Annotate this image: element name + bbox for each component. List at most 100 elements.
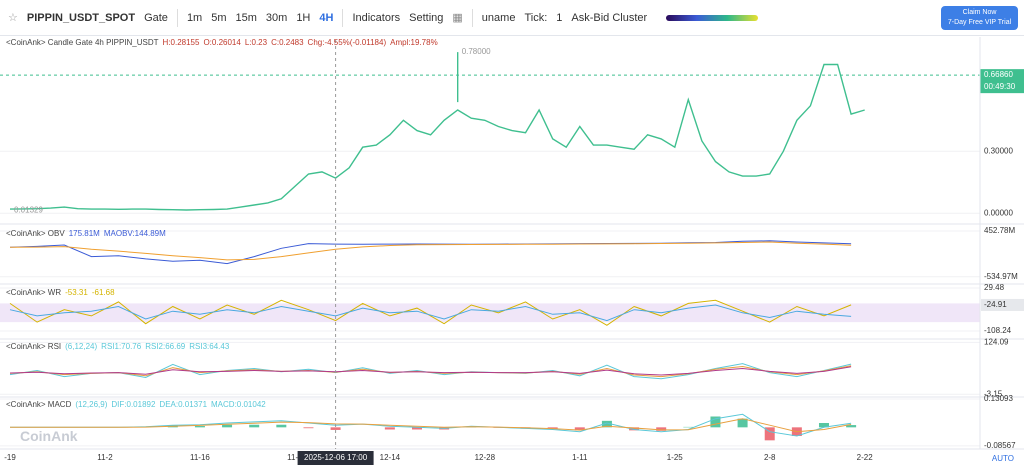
tick-value[interactable]: 1 (556, 11, 563, 24)
header: <CoinAnk> WR -53.31 -61.68 (6, 288, 119, 297)
y-tick-label: 29.48 (984, 283, 1005, 292)
y-tick-label: 0.30000 (984, 146, 1013, 155)
header-item: Chg:-4.55%(-0.01184) (307, 38, 387, 47)
toolbar: ☆ PIPPIN_USDT_SPOT Gate 1m 5m 15m 30m 1H… (0, 0, 1024, 36)
macd-bar (574, 427, 585, 431)
interval[interactable]: 4H (319, 11, 334, 24)
header-item: <CoinAnk> WR (6, 288, 62, 297)
x-tick-label: 12-14 (380, 453, 401, 462)
header-item: O:0.26014 (203, 38, 241, 47)
y-tick-label: -534.97M (984, 272, 1018, 281)
x-tick-label: 1-11 (572, 453, 588, 462)
macd-bar (629, 427, 640, 431)
macd-bar (411, 427, 422, 430)
series-line (9, 241, 852, 261)
x-tick-label: -19 (4, 453, 16, 462)
y-tick-label: -108.24 (984, 326, 1012, 335)
series-line (9, 63, 865, 211)
macd-bar (222, 424, 233, 428)
y-tick-label: -3.15 (984, 389, 1003, 398)
series-line (9, 365, 852, 378)
macd-bar (249, 424, 260, 428)
setting-button[interactable]: Setting (409, 11, 444, 24)
countdown: 00:49:30 (984, 82, 1016, 91)
x-tick-label: 12-28 (475, 453, 496, 462)
interval[interactable]: 1m (186, 11, 203, 24)
macd-bar (818, 423, 829, 428)
header-item: -61.68 (91, 288, 115, 297)
promo: 7-Day Free VIP Trial (947, 19, 1012, 26)
last-price-label: 0.66860 (984, 70, 1013, 79)
interval[interactable]: 30m (265, 11, 288, 24)
macd-bar (656, 427, 667, 431)
heat-gradient[interactable] (666, 14, 759, 21)
header-item: RSI1:70.76 (101, 342, 142, 351)
x-tick-label: 11-2 (97, 453, 113, 462)
star[interactable]: ☆ (8, 12, 18, 24)
x-tick-label: 2-8 (764, 453, 776, 462)
y-tick-label: 0.13093 (984, 394, 1013, 403)
header-item: DEA:0.01371 (159, 400, 208, 409)
header-item: 175.81M (68, 229, 100, 238)
series-line (9, 299, 852, 326)
header-item: -53.31 (65, 288, 88, 297)
series-line (9, 304, 852, 322)
macd-bar (737, 418, 748, 428)
macd-bar (330, 427, 341, 430)
indicators-button[interactable]: Indicators (352, 11, 401, 24)
header-item: MACD:0.01042 (211, 400, 266, 409)
x-tick-label: 11-3 (287, 453, 303, 462)
crosshair-tag (297, 451, 374, 465)
price-tag (980, 69, 1024, 94)
header-item: (6,12,24) (65, 342, 98, 351)
vip-badge[interactable]: Claim Now 7-Day Free VIP Trial (941, 6, 1018, 30)
y-tick-label: -0.08567 (984, 441, 1016, 450)
symbol[interactable]: PIPPIN_USDT_SPOT (26, 11, 136, 24)
header-item: <CoinAnk> RSI (6, 342, 62, 351)
interval[interactable]: 15m (235, 11, 257, 24)
exchange: Gate (144, 11, 168, 24)
header: <CoinAnk> RSI (6,12,24) RSI1:70.76 RSI2:66.… (6, 342, 233, 351)
series-line (9, 363, 852, 380)
macd-bar (601, 420, 612, 428)
user[interactable]: uname (481, 11, 516, 24)
interval[interactable]: 1H (296, 11, 311, 24)
macd-bar (710, 416, 721, 428)
header-item: H:0.28155 (162, 38, 200, 47)
header-item: <CoinAnk> Candle Gate 4h PIPPIN_USDT (6, 38, 159, 47)
macd-bar (194, 426, 205, 428)
header: <CoinAnk> OBV 175.81M MAOBV:144.89M (6, 229, 170, 238)
series-line (10, 418, 852, 433)
header-item: DIF:0.01892 (111, 400, 156, 409)
high-label: 0.78000 (462, 47, 491, 56)
y-tick-label: 124.09 (984, 338, 1009, 347)
watermark: CoinAnk (20, 428, 78, 444)
header-item: RSI2:66.69 (145, 342, 186, 351)
header-item: MAOBV:144.89M (103, 229, 166, 238)
macd-bar (384, 427, 395, 430)
y-tick-label: 452.78M (984, 226, 1015, 235)
layout-icon[interactable]: ▦ (452, 12, 463, 24)
series-line (10, 413, 852, 437)
macd-bar (846, 425, 857, 428)
interval[interactable]: 5m (211, 11, 227, 24)
tick-label: Tick: (524, 11, 548, 24)
macd-bar (276, 424, 287, 428)
macd-bar (764, 427, 775, 441)
header-item: RSI3:64.43 (189, 342, 230, 351)
header-item: Ampl:19.78% (390, 38, 438, 47)
current-label: -24.91 (984, 300, 1007, 309)
header-item: L:0.23 (244, 38, 268, 47)
x-tick-label: 11-16 (190, 453, 210, 462)
x-tick-label: 2-22 (857, 453, 874, 462)
crosshair-label: 2025-12-06 17:00 (304, 453, 368, 462)
macd-bar (303, 427, 314, 429)
series-line (9, 366, 852, 376)
promo: Claim Now (962, 9, 997, 16)
low-label: 0.01329 (14, 206, 43, 215)
header: <CoinAnk> Candle Gate 4h PIPPIN_USDT H:0.… (6, 38, 442, 47)
header: <CoinAnk> MACD (12,26,9) DIF:0.01892 DEA:0.… (6, 400, 270, 409)
auto-button[interactable]: AUTO (991, 454, 1014, 463)
cluster[interactable]: Ask-Bid Cluster (571, 11, 648, 24)
